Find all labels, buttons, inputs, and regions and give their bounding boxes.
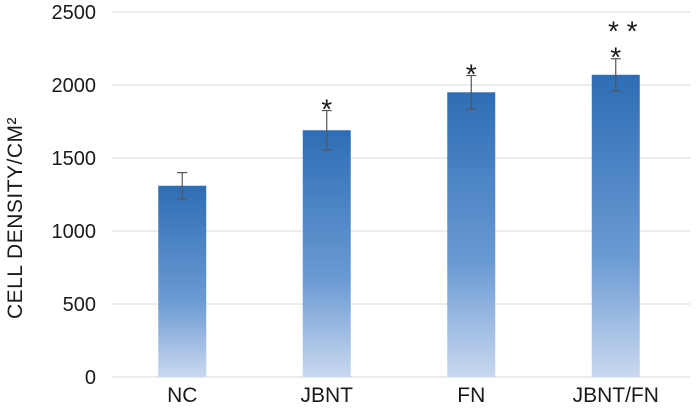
x-category-label: JBNT: [301, 384, 354, 407]
y-tick-labels: 0 500 1000 1500 2000 2500: [52, 2, 97, 389]
error-bar: [610, 58, 621, 92]
x-category-label: FN: [457, 384, 485, 407]
y-axis-title: CELL DENSITY/CM²: [4, 117, 27, 319]
significance-marker: *: [321, 94, 332, 125]
y-tick-label: 1000: [52, 221, 97, 243]
significance-markers: * * * * *: [321, 16, 637, 125]
y-tick-label: 1500: [52, 148, 97, 170]
error-bar: [466, 74, 477, 110]
y-tick-label: 500: [63, 294, 96, 316]
x-category-labels: NC JBNT FN JBNT/FN: [167, 384, 659, 407]
y-tick-label: 2000: [52, 75, 97, 97]
bars: [158, 74, 640, 378]
x-category-label: JBNT/FN: [573, 384, 659, 407]
x-category-label: NC: [167, 384, 197, 407]
bar-jbnt-fn: [591, 74, 640, 377]
y-tick-label: 0: [85, 367, 96, 389]
significance-marker: * * *: [608, 16, 638, 73]
error-bar: [321, 109, 332, 151]
bar-jbnt: [302, 130, 351, 377]
y-tick-label: 2500: [52, 2, 97, 24]
error-bars: [177, 58, 621, 200]
bar-nc: [158, 185, 207, 377]
significance-marker: *: [466, 59, 477, 90]
error-bar: [177, 172, 188, 200]
bar-fn: [447, 92, 496, 378]
